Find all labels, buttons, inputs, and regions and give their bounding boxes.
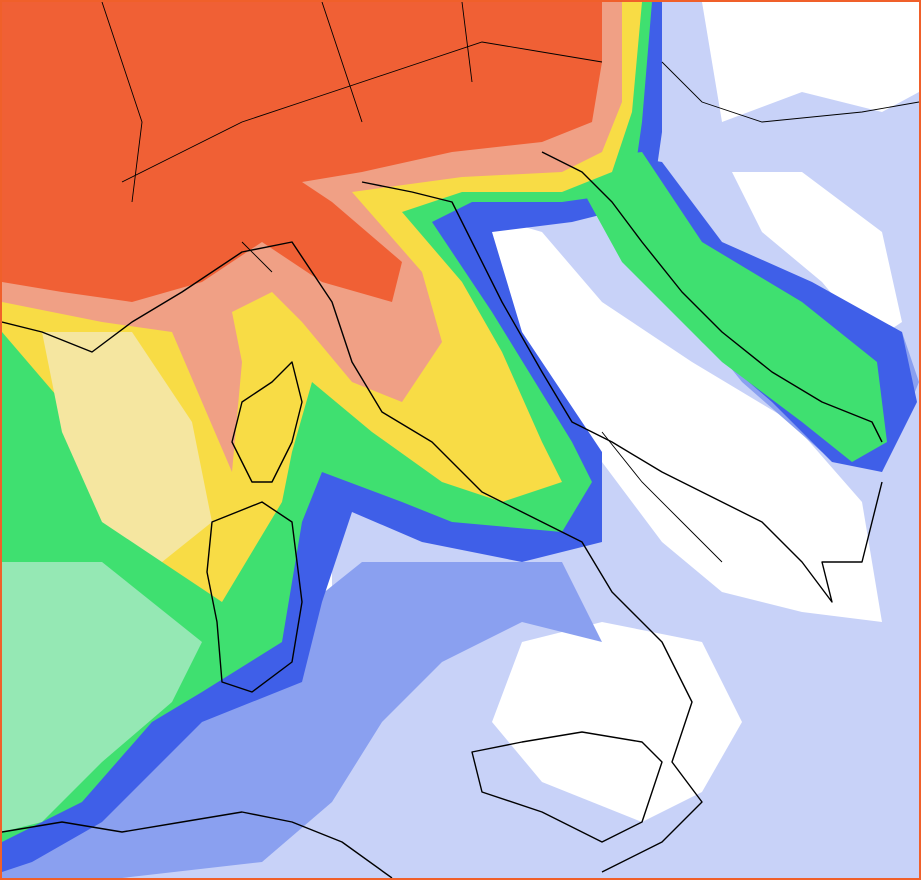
field-medium-blue [2, 562, 602, 878]
coastline [361, 181, 883, 603]
field-green [567, 152, 887, 462]
coastline [541, 151, 883, 443]
field-light-green [2, 562, 202, 832]
field-white [472, 212, 882, 622]
field-pale-yellow [42, 332, 212, 562]
coastline-sardinia [206, 501, 303, 693]
coastline [2, 241, 703, 873]
field-white [732, 172, 902, 342]
field-white [722, 2, 919, 112]
coastline-africa [2, 811, 393, 878]
coastline-sicily [471, 731, 663, 843]
coastline-corsica [231, 361, 303, 483]
border [101, 2, 919, 563]
field-red [2, 2, 602, 302]
